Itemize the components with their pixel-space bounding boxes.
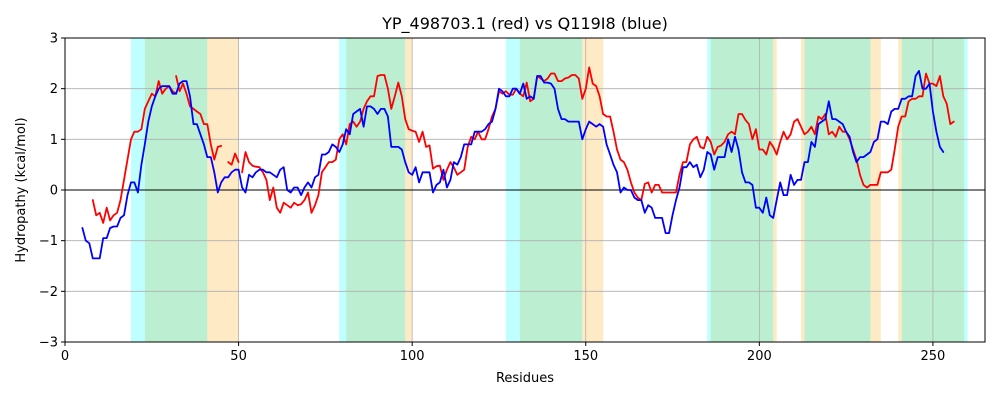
red-series-line xyxy=(227,152,240,166)
x-tick-label: 50 xyxy=(230,349,247,364)
x-axis-ticks: 0 50 100 150 200 250 xyxy=(61,342,945,364)
y-axis-label: Hydropathy (kcal/mol) xyxy=(14,117,29,262)
x-tick-label: 250 xyxy=(921,349,946,364)
x-tick-label: 200 xyxy=(747,349,772,364)
y-tick-label: −1 xyxy=(39,234,58,249)
y-tick-label: 3 xyxy=(50,32,58,47)
y-tick-label: −3 xyxy=(39,336,58,351)
y-tick-label: 0 xyxy=(50,184,58,199)
y-tick-label: −2 xyxy=(39,285,58,300)
x-tick-label: 150 xyxy=(573,349,598,364)
x-tick-label: 100 xyxy=(400,349,425,364)
x-tick-label: 0 xyxy=(61,349,69,364)
y-axis-ticks: −3 −2 −1 0 1 2 3 xyxy=(39,32,65,351)
red-series-line xyxy=(91,80,178,224)
x-axis-label: Residues xyxy=(496,371,554,386)
chart-title: YP_498703.1 (red) vs Q119I8 (blue) xyxy=(381,14,668,34)
blue-series-line xyxy=(81,70,945,260)
y-tick-label: 1 xyxy=(50,133,58,148)
y-tick-label: 2 xyxy=(50,82,58,97)
red-series-line xyxy=(241,66,955,214)
red-series-line xyxy=(175,75,223,161)
series-lines xyxy=(81,66,955,260)
